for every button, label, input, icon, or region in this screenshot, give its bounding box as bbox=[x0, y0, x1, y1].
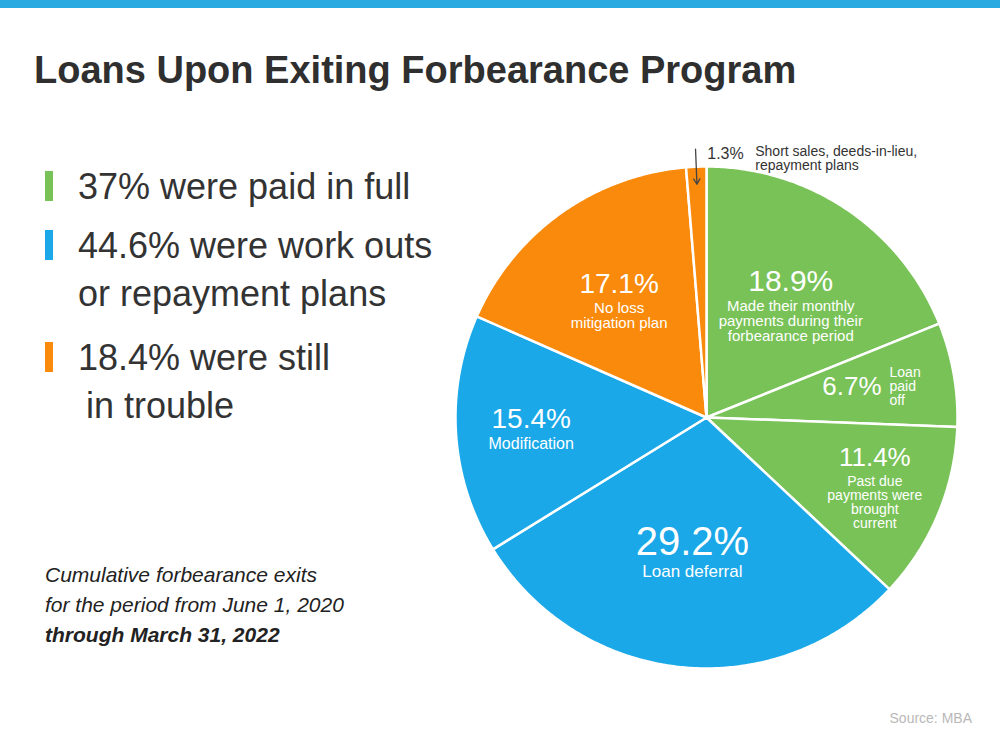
html-text:Cumulative forbearance exits: Cumulative forbearance exits bbox=[45, 563, 317, 586]
svg-text:Past duepayments werebroughtcu: Past duepayments werebroughtcurrent bbox=[827, 473, 922, 531]
svg-text:15.4%: 15.4% bbox=[492, 403, 571, 434]
svg-text:Loanpaidoff: Loanpaidoff bbox=[890, 364, 921, 408]
svg-text:1.3%: 1.3% bbox=[707, 145, 743, 162]
html-text:through March 31, 2022: through March 31, 2022 bbox=[45, 623, 280, 646]
svg-text:No lossmitigation plan: No lossmitigation plan bbox=[571, 299, 668, 331]
html-text:for the period from June 1, 20: for the period from June 1, 2020 bbox=[45, 593, 344, 616]
html-text:44.6% were work outs: 44.6% were work outs bbox=[78, 225, 433, 266]
svg-text:11.4%: 11.4% bbox=[839, 442, 911, 472]
svg-text:18.9%: 18.9% bbox=[748, 264, 833, 297]
html-text:in trouble: in trouble bbox=[86, 385, 235, 426]
html-text:Loans Upon Exiting Forbearance: Loans Upon Exiting Forbearance Program bbox=[34, 49, 797, 91]
html-text:37% were paid in full: 37% were paid in full bbox=[78, 166, 411, 207]
svg-text:Short sales, deeds-in-lieu,rep: Short sales, deeds-in-lieu,repayment pla… bbox=[755, 143, 917, 173]
svg-text:17.1%: 17.1% bbox=[579, 268, 658, 299]
html-text:18.4% were still: 18.4% were still bbox=[78, 337, 331, 378]
svg-text:Modification: Modification bbox=[489, 435, 574, 452]
html-text:Source: MBA: Source: MBA bbox=[889, 710, 972, 726]
svg-text:29.2%: 29.2% bbox=[636, 519, 749, 563]
html-text:or repayment plans: or repayment plans bbox=[78, 273, 387, 314]
svg-text:6.7%: 6.7% bbox=[822, 371, 881, 401]
svg-text:Made their monthlypayments dur: Made their monthlypayments during theirf… bbox=[719, 297, 863, 344]
svg-text:Loan deferral: Loan deferral bbox=[642, 562, 742, 581]
